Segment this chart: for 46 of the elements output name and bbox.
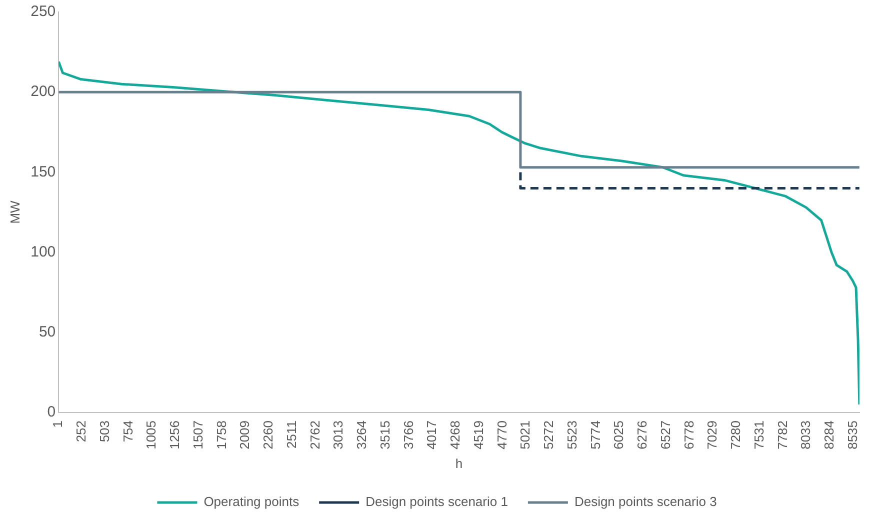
x-tick-label: 754	[120, 420, 136, 442]
x-tick-label: 8284	[822, 420, 837, 450]
y-axis-title: MW	[7, 200, 22, 224]
x-tick-label: 1758	[214, 420, 229, 450]
x-tick-label: 8033	[798, 420, 814, 450]
x-tick-label: 3013	[330, 420, 346, 450]
y-tick-label: 100	[30, 243, 56, 260]
x-tick-label: 3766	[400, 420, 416, 450]
x-tick-label: 1507	[190, 420, 206, 450]
y-tick-label: 50	[38, 324, 56, 341]
y-tick-label: 0	[47, 404, 56, 421]
x-tick-label: 3264	[354, 420, 370, 450]
x-tick-label: 2511	[284, 420, 299, 448]
x-tick-label: 2260	[260, 420, 276, 450]
x-tick-label: 5523	[564, 420, 580, 450]
x-tick-label: 7280	[728, 420, 744, 450]
x-tick-label: 1256	[167, 420, 182, 450]
x-tick-label: 1	[50, 420, 66, 428]
x-tick-label: 4770	[494, 420, 510, 450]
x-tick-label: 7782	[774, 420, 790, 450]
legend-label: Design points scenario 3	[574, 494, 717, 510]
x-tick-label: 2762	[307, 420, 322, 450]
y-tick-label: 200	[30, 83, 56, 100]
x-tick-label: 6527	[658, 420, 673, 450]
legend-label: Operating points	[204, 494, 300, 510]
x-tick-label: 4017	[424, 420, 440, 450]
x-tick-label: 503	[96, 420, 112, 442]
x-tick-label: 5021	[518, 420, 533, 450]
x-tick-label: 1005	[144, 420, 159, 450]
x-tick-label: 252	[74, 420, 89, 442]
x-tick-label: 6778	[681, 420, 696, 450]
x-tick-label: 5774	[588, 420, 603, 450]
x-tick-label: 5272	[541, 420, 556, 450]
y-tick-label: 150	[30, 163, 56, 180]
x-tick-label: 2009	[237, 420, 252, 450]
x-tick-label: 6025	[611, 420, 626, 450]
x-tick-label: 8535	[844, 420, 860, 450]
x-tick-label: 6276	[634, 420, 650, 450]
x-axis-title: h	[455, 456, 463, 471]
y-tick-label: 250	[30, 3, 56, 20]
x-tick-label: 3515	[377, 420, 392, 450]
x-tick-label: 7029	[704, 420, 720, 450]
legend-label: Design points scenario 1	[366, 494, 508, 510]
x-tick-label: 4519	[470, 420, 486, 450]
x-tick-label: 7531	[751, 420, 766, 450]
x-tick-label: 4268	[448, 420, 463, 450]
